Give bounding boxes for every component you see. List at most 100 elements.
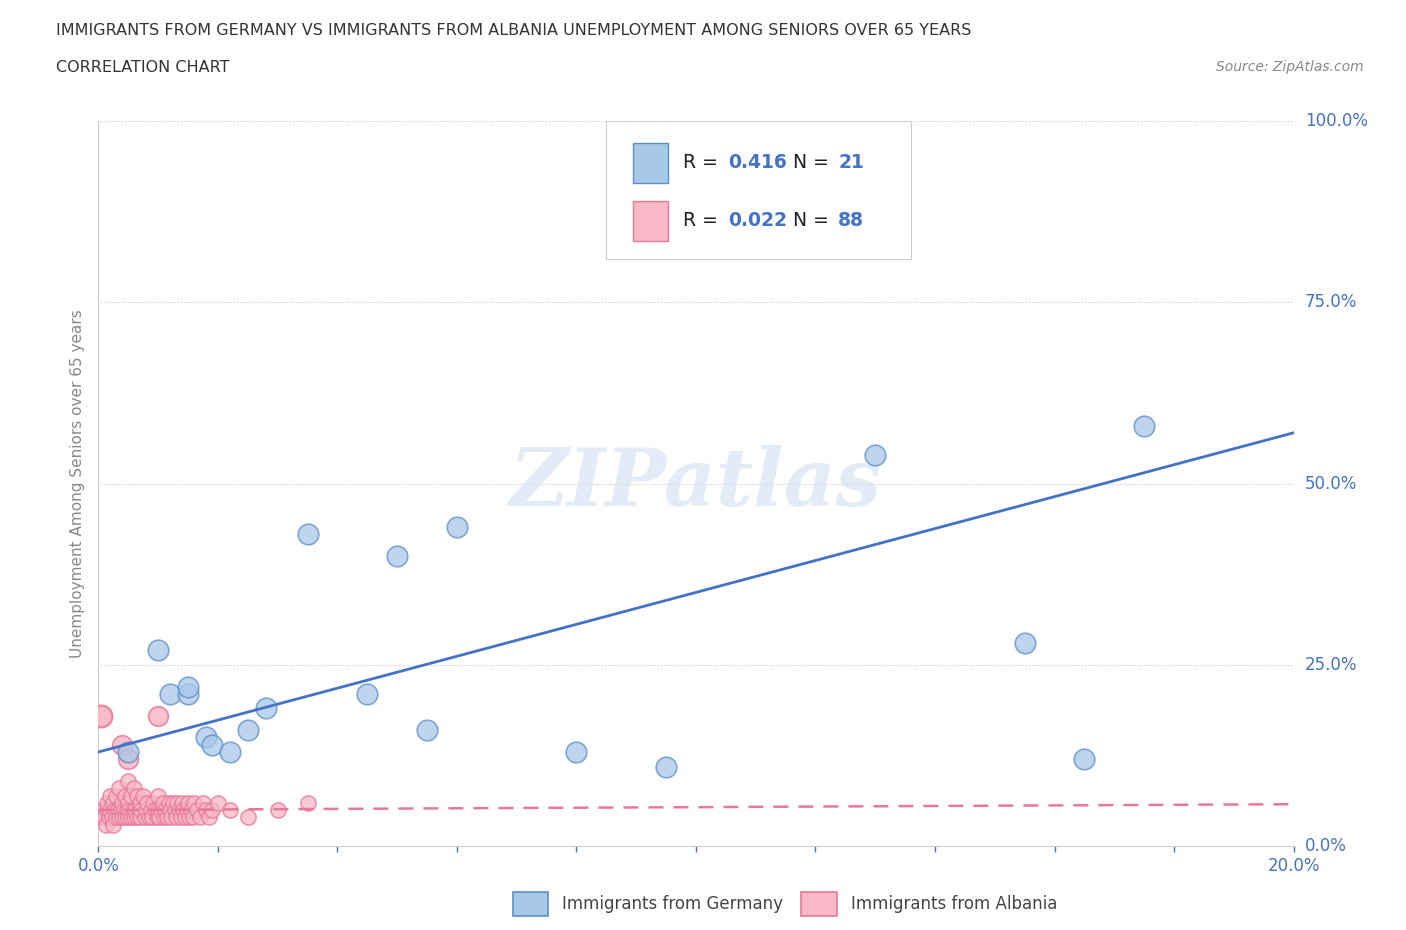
Text: N =: N =	[793, 153, 835, 172]
Text: Source: ZipAtlas.com: Source: ZipAtlas.com	[1216, 60, 1364, 74]
Point	[152, 795, 174, 810]
Point	[148, 810, 170, 825]
Text: Immigrants from Albania: Immigrants from Albania	[851, 895, 1057, 913]
Point	[115, 803, 138, 817]
Point	[157, 795, 180, 810]
Text: R =: R =	[683, 211, 724, 230]
Y-axis label: Unemployment Among Seniors over 65 years: Unemployment Among Seniors over 65 years	[69, 309, 84, 658]
Point	[148, 643, 170, 658]
Text: IMMIGRANTS FROM GERMANY VS IMMIGRANTS FROM ALBANIA UNEMPLOYMENT AMONG SENIORS OV: IMMIGRANTS FROM GERMANY VS IMMIGRANTS FR…	[56, 23, 972, 38]
Point	[117, 751, 139, 766]
Point	[150, 803, 173, 817]
Point	[565, 745, 588, 760]
Point	[124, 803, 146, 817]
Point	[183, 795, 205, 810]
Text: 0.416: 0.416	[728, 153, 787, 172]
Point	[93, 810, 115, 825]
Point	[114, 788, 136, 803]
Point	[297, 795, 319, 810]
Point	[148, 803, 170, 817]
Point	[129, 795, 152, 810]
Point	[110, 803, 132, 817]
Point	[98, 810, 121, 825]
Point	[1073, 751, 1095, 766]
Point	[98, 788, 122, 803]
Point	[103, 817, 125, 832]
Text: Immigrants from Germany: Immigrants from Germany	[562, 895, 783, 913]
Point	[160, 810, 183, 825]
Point	[90, 709, 112, 724]
Point	[156, 810, 179, 825]
Text: 50.0%: 50.0%	[1305, 474, 1357, 493]
Point	[107, 803, 129, 817]
Point	[100, 810, 122, 825]
Text: ZIPatlas: ZIPatlas	[510, 445, 882, 523]
Text: N =: N =	[793, 211, 835, 230]
Point	[135, 803, 157, 817]
Point	[128, 803, 150, 817]
Point	[167, 803, 190, 817]
Point	[141, 810, 163, 825]
FancyBboxPatch shape	[633, 201, 668, 241]
Point	[180, 803, 202, 817]
Point	[236, 810, 259, 825]
Point	[416, 723, 439, 737]
Text: 21: 21	[838, 153, 865, 172]
Point	[655, 759, 678, 774]
Point	[117, 774, 139, 789]
Point	[143, 803, 166, 817]
Point	[446, 520, 468, 535]
Point	[105, 810, 128, 825]
Point	[136, 795, 159, 810]
Point	[207, 795, 229, 810]
Point	[148, 709, 170, 724]
Point	[267, 803, 290, 817]
Point	[96, 803, 118, 817]
Point	[865, 447, 887, 462]
Point	[177, 686, 200, 701]
Point	[105, 788, 128, 803]
Point	[117, 795, 139, 810]
Point	[111, 810, 134, 825]
Point	[132, 788, 155, 803]
Point	[94, 817, 117, 832]
Point	[153, 810, 176, 825]
Point	[198, 810, 221, 825]
FancyBboxPatch shape	[606, 121, 911, 259]
Point	[159, 686, 181, 701]
Point	[120, 810, 142, 825]
Text: CORRELATION CHART: CORRELATION CHART	[56, 60, 229, 75]
Point	[96, 795, 118, 810]
Point	[385, 549, 409, 564]
Point	[148, 788, 170, 803]
Point	[1133, 418, 1156, 433]
Point	[179, 810, 201, 825]
Point	[129, 810, 152, 825]
Point	[111, 737, 134, 752]
Point	[138, 810, 160, 825]
Text: 0.0%: 0.0%	[1305, 837, 1347, 856]
Point	[201, 737, 224, 752]
Point	[117, 810, 139, 825]
Point	[131, 803, 153, 817]
Point	[195, 803, 218, 817]
Point	[142, 795, 165, 810]
Point	[108, 781, 131, 796]
Point	[174, 810, 197, 825]
Text: R =: R =	[683, 153, 724, 172]
Point	[98, 803, 122, 817]
Point	[108, 810, 131, 825]
Point	[165, 810, 187, 825]
Text: 88: 88	[838, 211, 865, 230]
Point	[219, 745, 242, 760]
Point	[104, 803, 127, 817]
Point	[134, 810, 156, 825]
Point	[219, 803, 242, 817]
Point	[163, 803, 186, 817]
Point	[166, 795, 188, 810]
Point	[1014, 636, 1036, 651]
Point	[186, 803, 208, 817]
Point	[181, 810, 204, 825]
Point	[146, 810, 169, 825]
Text: 0.022: 0.022	[728, 211, 787, 230]
